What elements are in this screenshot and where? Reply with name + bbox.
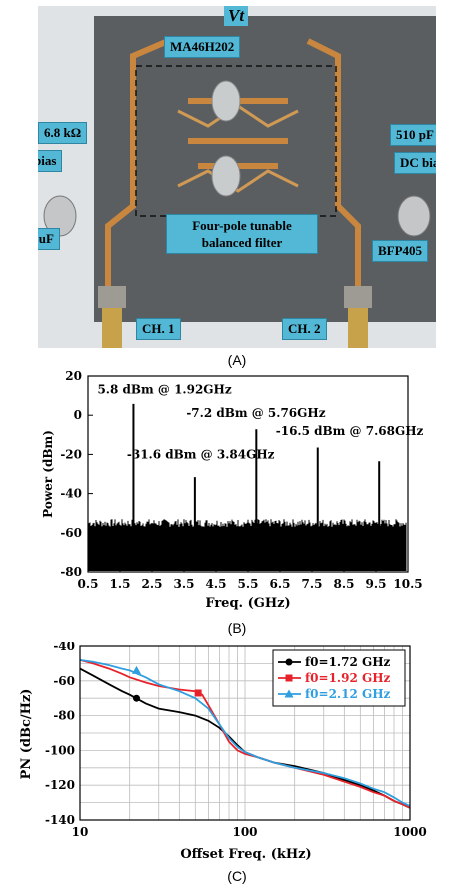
x-tick-label: 2.5 (142, 577, 163, 591)
x-tick-label: 3.5 (174, 577, 195, 591)
cap-100uf-callout: 100 uF (38, 228, 60, 250)
y-tick-label: -60 (53, 674, 75, 688)
y-tick-label: -80 (53, 709, 75, 723)
spectrum-chart: 20 0 -20 -40 -60 -80 0.5 1.5 2.5 3.5 4.5 5.5 6.5 7.5… (41, 370, 424, 611)
x-tick-label: 6.5 (270, 577, 291, 591)
resistor-callout: 6.8 kΩ (38, 122, 88, 144)
caption-b: (B) (227, 620, 247, 636)
x-axis-label: Freq. (GHz) (205, 596, 290, 611)
y-tick-label: -120 (45, 778, 75, 792)
capacitor-callout: 510 pF (390, 124, 436, 146)
peak-annotation: -31.6 dBm @ 3.84GHz (127, 447, 275, 461)
legend-label: f0=2.12 GHz (305, 687, 391, 701)
x-tick-label: 10.5 (393, 577, 422, 591)
y-tick-label: -80 (60, 565, 82, 579)
y-tick-label: -140 (45, 813, 75, 827)
series-marker (132, 694, 140, 702)
series-marker (131, 665, 141, 674)
plot-frame (79, 645, 411, 821)
caption-a: (A) (227, 352, 247, 368)
series-line (79, 667, 411, 809)
dc-bias-right-callout: DC bias (394, 152, 436, 174)
y-tick-label: -100 (45, 743, 75, 757)
x-tick-label: 8.5 (334, 577, 355, 591)
y-axis-label: Power (dBm) (41, 430, 55, 518)
filter-callout: Four-pole tunable balanced filter (166, 214, 318, 254)
y-tick-label: 0 (74, 408, 82, 422)
ch1-callout: CH. 1 (136, 318, 181, 340)
x-tick-label: 1.5 (110, 577, 131, 591)
legend-marker (285, 658, 293, 666)
y-tick-label: -60 (60, 526, 82, 540)
legend-label: f0=1.92 GHz (305, 671, 391, 685)
x-axis-label: Offset Freq. (kHz) (180, 847, 311, 862)
x-tick-label: 10 (72, 825, 89, 839)
y-tick-label: -40 (53, 642, 75, 653)
peak-annotation: -16.5 dBm @ 7.68GHz (276, 424, 424, 438)
series-line (79, 659, 411, 809)
x-tick-label: 4.5 (206, 577, 227, 591)
legend-label: f0=1.72 GHz (305, 655, 391, 669)
legend-marker (284, 689, 294, 698)
x-tick-label: 100 (232, 825, 257, 839)
peak-annotation: -7.2 dBm @ 5.76GHz (186, 406, 325, 420)
x-tick-label: 5.5 (238, 577, 259, 591)
y-tick-label: -20 (60, 447, 82, 461)
x-tick-label: 0.5 (78, 577, 99, 591)
transistor-callout: BFP405 (372, 240, 429, 262)
x-tick-label: 9.5 (366, 577, 387, 591)
noise-floor (88, 519, 407, 571)
filter-photo: Vt MA46H202 6.8 kΩ 510 pF DC bias DC bia… (38, 6, 436, 348)
varactor-callout: MA46H202 (164, 36, 241, 58)
phase-noise-chart: -40 -60 -80 -100 -120 -140 10 100 1000 f0=1.72 … (19, 642, 427, 862)
series-marker (194, 689, 202, 697)
caption-c: (C) (227, 868, 247, 884)
vt-label: Vt (224, 6, 249, 26)
y-tick-label: -40 (60, 487, 82, 501)
peak-annotation: 5.8 dBm @ 1.92GHz (97, 383, 231, 397)
y-tick-label: 20 (65, 370, 82, 383)
x-tick-label: 1000 (393, 825, 426, 839)
x-tick-label: 7.5 (302, 577, 323, 591)
series-line (79, 659, 411, 807)
legend-marker (285, 674, 293, 682)
dc-bias-left-callout: DC bias (38, 150, 63, 172)
ch2-callout: CH. 2 (282, 318, 327, 340)
y-axis-label: PN (dBc/Hz) (19, 689, 34, 780)
